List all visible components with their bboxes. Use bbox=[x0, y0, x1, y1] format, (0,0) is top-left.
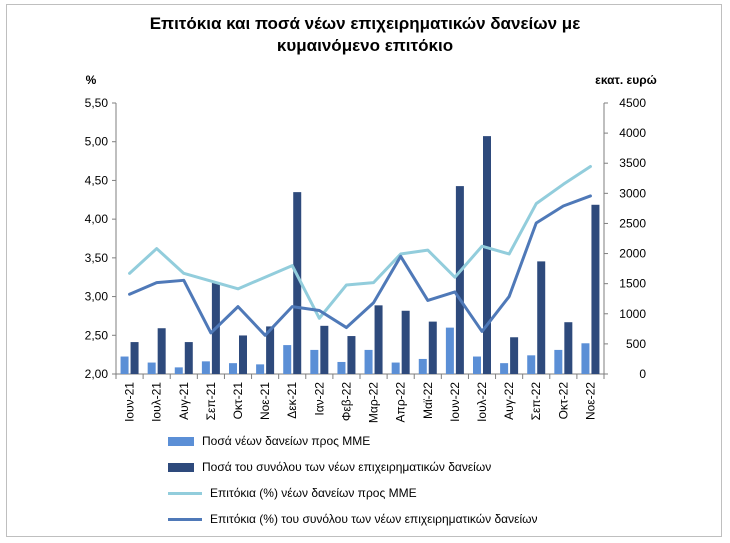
legend-item: Ποσά του συνόλου των νέων επιχειρηματικώ… bbox=[168, 454, 688, 480]
x-tick-label: Δεκ-21 bbox=[285, 382, 299, 419]
y-right-tick-label: 1500 bbox=[619, 277, 646, 291]
y-right-tick-label: 3000 bbox=[619, 186, 646, 200]
bar-sme-amount bbox=[120, 356, 129, 374]
bar-sme-amount bbox=[283, 345, 292, 374]
x-tick-label: Ιουν-21 bbox=[123, 382, 137, 422]
x-tick-label: Οκτ-22 bbox=[556, 382, 570, 420]
legend-swatch bbox=[168, 517, 202, 521]
chart-legend: Ποσά νέων δανείων προς ΜΜΕ Ποσά του συνόλ… bbox=[168, 428, 688, 532]
legend-label: Ποσά του συνόλου των νέων επιχειρηματικώ… bbox=[202, 460, 492, 474]
y-left-tick-label: 4,50 bbox=[85, 173, 109, 187]
x-tick-label: Αυγ-21 bbox=[177, 382, 191, 420]
bar-total-amount bbox=[293, 192, 302, 374]
y-left-tick-label: 3,50 bbox=[85, 251, 109, 265]
bar-sme-amount bbox=[201, 361, 210, 374]
legend-item: Ποσά νέων δανείων προς ΜΜΕ bbox=[168, 428, 688, 454]
x-tick-label: Απρ-22 bbox=[394, 382, 408, 423]
bar-total-amount bbox=[455, 186, 464, 374]
bar-sme-amount bbox=[391, 362, 400, 374]
y-left-tick-label: 5,00 bbox=[85, 135, 109, 149]
bar-sme-amount bbox=[229, 363, 237, 374]
legend-swatch bbox=[168, 491, 202, 495]
bar-sme-amount bbox=[581, 343, 590, 374]
line-total-rate bbox=[128, 194, 592, 337]
bar-sme-amount bbox=[310, 349, 319, 374]
bar-total-amount bbox=[483, 136, 491, 374]
y-right-unit-label: εκατ. ευρώ bbox=[595, 73, 657, 87]
legend-swatch bbox=[168, 462, 194, 472]
bar-sme-amount bbox=[500, 363, 509, 374]
x-tick-label: Σεπ-22 bbox=[529, 382, 543, 421]
x-tick-label: Σεπ-21 bbox=[204, 382, 218, 421]
y-right-tick-label: 1000 bbox=[619, 307, 646, 321]
x-tick-label: Ιουλ-22 bbox=[475, 382, 489, 422]
y-right-tick-label: 4000 bbox=[619, 126, 646, 140]
bar-sme-amount bbox=[473, 356, 481, 374]
bar-total-amount bbox=[347, 336, 356, 374]
bar-sme-amount bbox=[364, 349, 373, 374]
y-left-unit-label: % bbox=[86, 73, 97, 87]
x-tick-label: Αυγ-22 bbox=[502, 382, 516, 420]
x-tick-label: Ιουλ-21 bbox=[150, 382, 164, 422]
x-tick-label: Οκτ-21 bbox=[231, 382, 245, 420]
bar-sme-amount bbox=[256, 364, 265, 374]
bar-total-amount bbox=[266, 326, 275, 374]
y-right-tick-label: 0 bbox=[639, 367, 646, 381]
bar-total-amount bbox=[510, 337, 519, 374]
bar-total-amount bbox=[157, 328, 166, 374]
y-left-tick-label: 5,50 bbox=[85, 96, 109, 110]
bar-total-amount bbox=[591, 204, 600, 374]
x-tick-label: Ιαν-22 bbox=[312, 382, 326, 416]
y-right-tick-label: 2500 bbox=[619, 216, 646, 230]
legend-item: Επιτόκια (%) του συνόλου των νέων επιχει… bbox=[168, 506, 688, 532]
bar-sme-amount bbox=[527, 355, 536, 374]
bar-total-amount bbox=[320, 325, 329, 374]
y-right-tick-label: 4500 bbox=[619, 96, 646, 110]
y-left-tick-label: 2,00 bbox=[85, 367, 109, 381]
y-right-tick-label: 500 bbox=[626, 337, 646, 351]
legend-item: Επιτόκια (%) νέων δανείων προς ΜΜΕ bbox=[168, 480, 688, 506]
bar-sme-amount bbox=[337, 361, 346, 374]
line-sme-rate bbox=[128, 164, 592, 320]
legend-label: Επιτόκια (%) νέων δανείων προς ΜΜΕ bbox=[210, 486, 417, 500]
bar-total-amount bbox=[428, 321, 437, 374]
x-tick-label: Μαϊ-22 bbox=[421, 382, 435, 419]
bar-total-amount bbox=[239, 335, 247, 374]
legend-label: Ποσά νέων δανείων προς ΜΜΕ bbox=[202, 434, 371, 448]
bar-total-amount bbox=[374, 305, 383, 374]
y-right-tick-label: 2000 bbox=[619, 247, 646, 261]
bar-sme-amount bbox=[147, 362, 156, 374]
x-tick-label: Ιουν-22 bbox=[448, 382, 462, 422]
bar-total-amount bbox=[401, 310, 410, 374]
x-tick-label: Φεβ-22 bbox=[339, 382, 353, 421]
bar-total-amount bbox=[130, 342, 139, 374]
bar-sme-amount bbox=[554, 349, 563, 374]
x-tick-label: Μαρ-22 bbox=[367, 382, 381, 423]
bar-sme-amount bbox=[418, 358, 427, 374]
bar-total-amount bbox=[184, 342, 193, 374]
bar-sme-amount bbox=[174, 367, 183, 374]
legend-swatch bbox=[168, 436, 194, 446]
chart-frame: Επιτόκια και ποσά νέων επιχειρηματικών δ… bbox=[6, 4, 722, 537]
x-tick-label: Νοε-22 bbox=[583, 382, 597, 420]
x-tick-label: Νοε-21 bbox=[258, 382, 272, 420]
y-right-tick-label: 3500 bbox=[619, 156, 646, 170]
bar-total-amount bbox=[564, 322, 573, 374]
chart-title: Επιτόκια και ποσά νέων επιχειρηματικών δ… bbox=[149, 14, 581, 55]
y-left-tick-label: 4,00 bbox=[85, 212, 109, 226]
y-left-tick-label: 3,00 bbox=[85, 290, 109, 304]
bar-sme-amount bbox=[445, 327, 454, 374]
legend-label: Επιτόκια (%) του συνόλου των νέων επιχει… bbox=[210, 512, 538, 526]
bar-total-amount bbox=[537, 261, 546, 374]
y-left-tick-label: 2,50 bbox=[85, 328, 109, 342]
